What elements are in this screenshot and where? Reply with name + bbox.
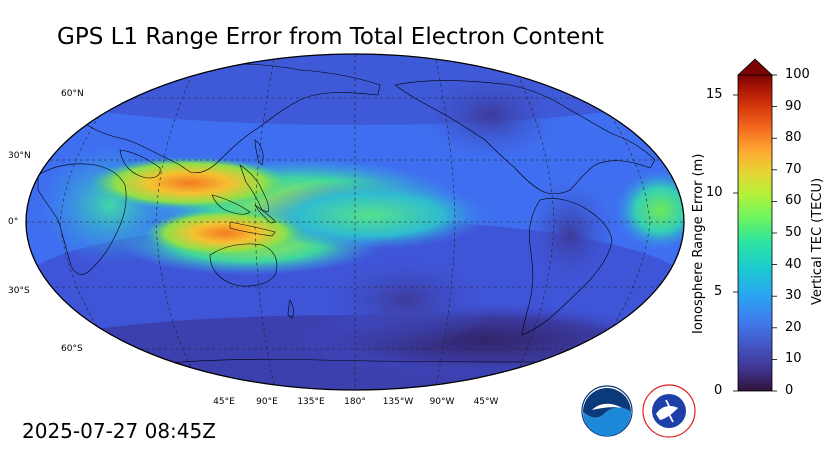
colorbar-left-ticks [733, 94, 738, 392]
timestamp: 2025-07-27 08:45Z [22, 419, 216, 443]
lon-label-180: 180° [344, 397, 366, 407]
tec-tick-30: 30 [785, 288, 802, 303]
tec-axis-title: Vertical TEC (TECU) [810, 177, 825, 305]
lat-label-equator: 0° [8, 217, 19, 227]
tec-tick-90: 90 [785, 99, 802, 114]
tec-tick-80: 80 [785, 130, 802, 145]
lon-label-45e: 45°E [213, 397, 235, 407]
range-axis-title: Ionosphere Range Error (m) [691, 153, 706, 334]
lat-label-60s: 60°S [61, 344, 83, 354]
map-field [26, 54, 684, 390]
colorbar [733, 58, 777, 392]
lat-label-30n: 30°N [8, 151, 31, 161]
lon-label-45w: 45°W [473, 397, 499, 407]
lon-label-135w: 135°W [382, 397, 414, 407]
map-border [25, 53, 685, 391]
colorbar-gradient [737, 74, 773, 392]
tec-tick-50: 50 [785, 225, 802, 240]
lon-label-135e: 135°E [297, 397, 325, 407]
tec-tick-70: 70 [785, 162, 802, 177]
tec-tick-100: 100 [785, 67, 810, 82]
colorbar-extend-arrow [736, 58, 774, 76]
lon-label-90e: 90°E [256, 397, 278, 407]
lat-label-30s: 30°S [8, 286, 30, 296]
tec-tick-40: 40 [785, 257, 802, 272]
noaa-logo [581, 385, 633, 437]
range-tick-15: 15 [706, 87, 723, 102]
tec-tick-60: 60 [785, 193, 802, 208]
range-tick-0: 0 [714, 383, 723, 398]
range-tick-5: 5 [714, 284, 723, 299]
lat-label-60n: 60°N [61, 89, 84, 99]
colorbar-right-ticks [772, 74, 777, 392]
lon-label-90w: 90°W [429, 397, 455, 407]
tec-tick-10: 10 [785, 351, 802, 366]
nws-logo [642, 384, 696, 438]
page-title: GPS L1 Range Error from Total Electron C… [57, 24, 604, 50]
range-tick-10: 10 [706, 185, 723, 200]
tec-tick-0: 0 [785, 383, 794, 398]
tec-tick-20: 20 [785, 320, 802, 335]
